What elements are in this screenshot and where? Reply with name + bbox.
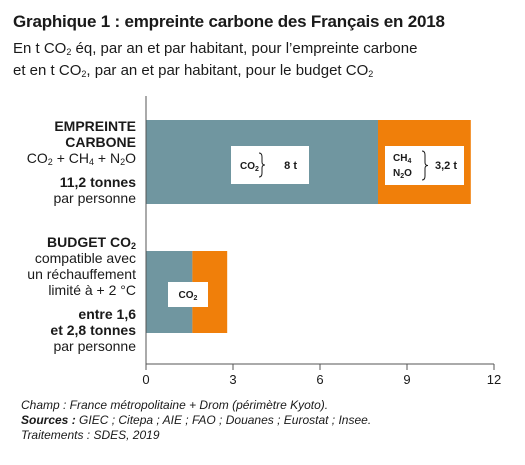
footer-sources: Sources : GIEC ; Citepa ; AIE ; FAO ; Do… bbox=[21, 413, 372, 427]
co2-label: CO2 bbox=[240, 161, 259, 173]
x-tick-label: 6 bbox=[316, 372, 323, 387]
x-tick-label: 0 bbox=[142, 372, 149, 387]
empreinte-gases: CO2 + CH4 + N2O bbox=[26, 150, 136, 167]
co2-brace bbox=[258, 152, 266, 178]
other-gases-brace bbox=[421, 150, 429, 181]
budget-range-1: entre 1,6 bbox=[78, 306, 136, 322]
co2-value: 8 t bbox=[284, 160, 297, 172]
chart-subtitle-line1: En t CO2 éq, par an et par habitant, pou… bbox=[13, 40, 418, 57]
n2o-label: N2O bbox=[393, 168, 412, 180]
x-tick-label: 3 bbox=[229, 372, 236, 387]
empreinte-label: EMPREINTE CARBONE CO2 + CH4 + N2O 11,2 t… bbox=[26, 118, 136, 206]
ch4-label: CH4 bbox=[393, 153, 411, 165]
budget-range-2: et 2,8 tonnes bbox=[50, 322, 136, 338]
budget-co2-label: CO2 bbox=[179, 290, 198, 302]
footer-traitements: Traitements : SDES, 2019 bbox=[21, 428, 160, 442]
x-tick-label: 9 bbox=[403, 372, 410, 387]
co2-annotation-box bbox=[231, 146, 309, 184]
footer-champ: Champ : France métropolitaine + Drom (pé… bbox=[21, 398, 329, 412]
empreinte-total: 11,2 tonnes bbox=[59, 174, 136, 190]
chart-subtitle-line2: et en t CO2, par an et par habitant, pou… bbox=[13, 62, 374, 79]
chart-title: Graphique 1 : empreinte carbone des Fran… bbox=[13, 12, 445, 31]
budget-co2-annotation-box bbox=[168, 282, 208, 307]
budget-label: BUDGET CO2 compatible avec un réchauffem… bbox=[27, 234, 136, 354]
x-tick-label: 12 bbox=[487, 372, 501, 387]
other-gases-value: 3,2 t bbox=[435, 160, 457, 172]
